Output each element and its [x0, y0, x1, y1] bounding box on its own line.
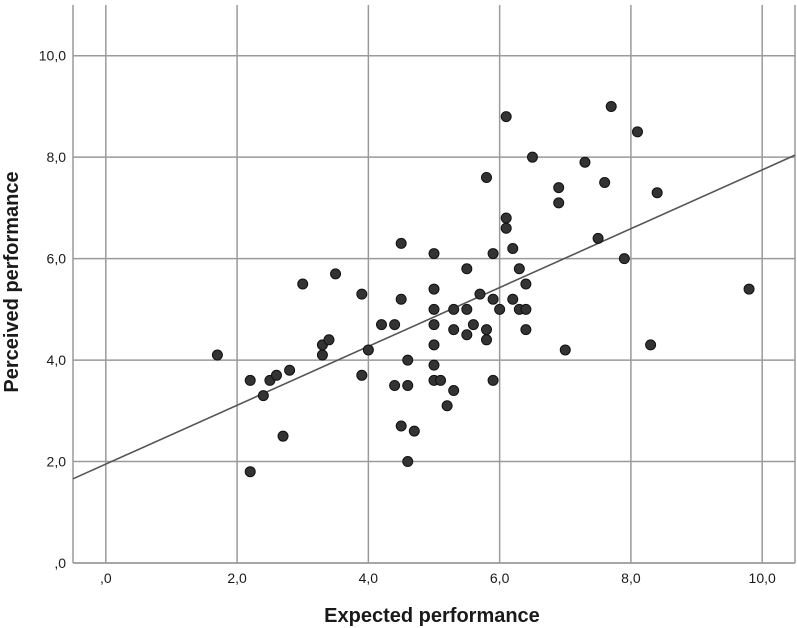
data-point-24 — [402, 456, 414, 468]
data-point-53 — [507, 242, 519, 254]
data-point-70 — [645, 339, 657, 351]
plot-frame — [72, 5, 796, 564]
data-point-37 — [448, 385, 460, 397]
y-tick-labels: ,0 2,0 4,0 6,0 8,0 10,0 — [39, 48, 66, 571]
data-point-7 — [284, 364, 296, 376]
x-tick-labels: ,0 2,0 4,0 6,0 8,0 10,0 — [100, 570, 776, 586]
data-point-69 — [631, 126, 643, 138]
data-point-61 — [553, 182, 565, 194]
data-point-31 — [428, 359, 440, 371]
data-point-3 — [257, 390, 269, 402]
data-point-47 — [487, 293, 499, 305]
data-point-52 — [500, 222, 512, 234]
data-point-15 — [362, 344, 374, 356]
data-point-13 — [356, 288, 368, 300]
fit-line-group — [72, 154, 796, 480]
data-points — [211, 100, 755, 478]
data-point-20 — [395, 293, 407, 305]
data-point-12 — [330, 268, 342, 280]
fit-line — [72, 154, 796, 480]
data-point-25 — [408, 425, 420, 437]
y-tick-label-3: 6,0 — [47, 251, 67, 267]
data-point-58 — [520, 303, 532, 315]
data-point-50 — [500, 111, 512, 123]
data-point-71 — [651, 187, 663, 199]
x-axis-title: Expected performance — [324, 605, 540, 627]
y-axis-title: Perceived performance — [1, 171, 23, 392]
data-point-34 — [441, 400, 453, 412]
x-tick-label-1: 2,0 — [227, 570, 247, 586]
data-point-62 — [553, 197, 565, 209]
data-point-16 — [375, 319, 387, 331]
data-point-36 — [448, 324, 460, 336]
data-point-0 — [211, 349, 223, 361]
data-point-17 — [389, 319, 401, 331]
data-point-11 — [323, 334, 335, 346]
data-point-67 — [605, 100, 617, 112]
data-point-19 — [395, 237, 407, 249]
data-point-21 — [395, 420, 407, 432]
data-point-5 — [270, 369, 282, 381]
data-point-14 — [356, 369, 368, 381]
data-point-40 — [461, 329, 473, 341]
y-tick-label-2: 4,0 — [47, 352, 67, 368]
data-point-54 — [507, 293, 519, 305]
x-tick-label-3: 6,0 — [490, 570, 510, 586]
data-point-30 — [428, 339, 440, 351]
x-tick-label-4: 8,0 — [621, 570, 641, 586]
data-point-26 — [428, 248, 440, 260]
data-point-45 — [481, 334, 493, 346]
data-point-51 — [500, 212, 512, 224]
data-point-22 — [402, 354, 414, 366]
x-tick-label-2: 4,0 — [359, 570, 379, 586]
data-point-35 — [448, 303, 460, 315]
data-point-60 — [526, 151, 538, 163]
data-point-27 — [428, 283, 440, 295]
data-point-66 — [599, 177, 611, 189]
y-tick-label-0: ,0 — [54, 555, 66, 571]
data-point-57 — [520, 278, 532, 290]
data-point-72 — [743, 283, 755, 295]
data-point-29 — [428, 319, 440, 331]
y-tick-label-5: 10,0 — [39, 48, 66, 64]
data-point-64 — [579, 156, 591, 168]
data-point-10 — [316, 349, 328, 361]
data-point-65 — [592, 232, 604, 244]
data-point-48 — [487, 374, 499, 386]
data-point-59 — [520, 324, 532, 336]
x-tick-label-5: 10,0 — [749, 570, 776, 586]
data-point-43 — [481, 171, 493, 183]
data-point-38 — [461, 263, 473, 275]
data-point-49 — [494, 303, 506, 315]
data-point-23 — [402, 379, 414, 391]
y-tick-label-4: 8,0 — [47, 149, 67, 165]
data-point-68 — [618, 253, 630, 265]
data-point-2 — [244, 466, 256, 478]
data-point-63 — [559, 344, 571, 356]
data-point-44 — [481, 324, 493, 336]
x-tick-label-0: ,0 — [100, 570, 112, 586]
data-point-8 — [297, 278, 309, 290]
y-tick-label-1: 2,0 — [47, 454, 67, 470]
data-point-28 — [428, 303, 440, 315]
data-point-39 — [461, 303, 473, 315]
data-point-6 — [277, 430, 289, 442]
data-point-41 — [467, 319, 479, 331]
data-point-55 — [513, 263, 525, 275]
data-point-42 — [474, 288, 486, 300]
data-point-1 — [244, 374, 256, 386]
data-point-46 — [487, 248, 499, 260]
data-point-18 — [389, 379, 401, 391]
data-point-33 — [435, 374, 447, 386]
